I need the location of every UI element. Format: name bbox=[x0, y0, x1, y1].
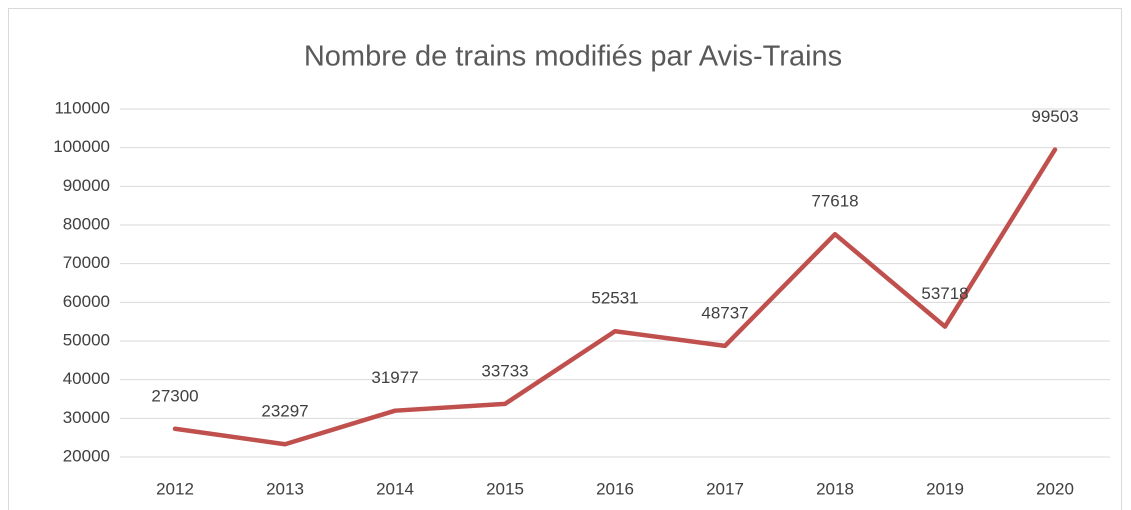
y-tick-label: 90000 bbox=[63, 176, 110, 195]
data-label: 31977 bbox=[371, 368, 418, 387]
x-tick-label: 2016 bbox=[596, 479, 634, 498]
line bbox=[172, 147, 1058, 447]
y-tick-label: 100000 bbox=[53, 137, 110, 156]
chart-title: Nombre de trains modifiés par Avis-Train… bbox=[304, 41, 842, 73]
y-tick-label: 70000 bbox=[63, 253, 110, 272]
data-label: 48737 bbox=[701, 303, 748, 322]
data-label: 99503 bbox=[1031, 107, 1078, 126]
data-label: 53718 bbox=[921, 284, 968, 303]
x-tick-label: 2012 bbox=[156, 479, 194, 498]
x-tick-label: 2018 bbox=[816, 479, 854, 498]
x-tick-label: 2020 bbox=[1036, 479, 1074, 498]
y-tick-label: 30000 bbox=[63, 408, 110, 427]
data-label: 27300 bbox=[151, 386, 198, 405]
y-tick-label: 40000 bbox=[63, 369, 110, 388]
x-tick-label: 2019 bbox=[926, 479, 964, 498]
y-tick-label: 80000 bbox=[63, 214, 110, 233]
chart-border bbox=[8, 8, 1122, 510]
x-tick-label: 2014 bbox=[376, 479, 414, 498]
data-label: 77618 bbox=[811, 192, 858, 211]
data-label: 33733 bbox=[481, 361, 528, 380]
y-tick-label: 60000 bbox=[63, 292, 110, 311]
x-tick-label: 2017 bbox=[706, 479, 744, 498]
x-tick-label: 2013 bbox=[266, 479, 304, 498]
y-tick-label: 110000 bbox=[55, 98, 110, 117]
data-label: 52531 bbox=[591, 289, 638, 308]
y-tick-label: 50000 bbox=[63, 330, 110, 349]
x-tick-label: 2015 bbox=[486, 479, 524, 498]
data-label: 23297 bbox=[261, 402, 308, 421]
y-tick-label: 20000 bbox=[63, 446, 110, 465]
